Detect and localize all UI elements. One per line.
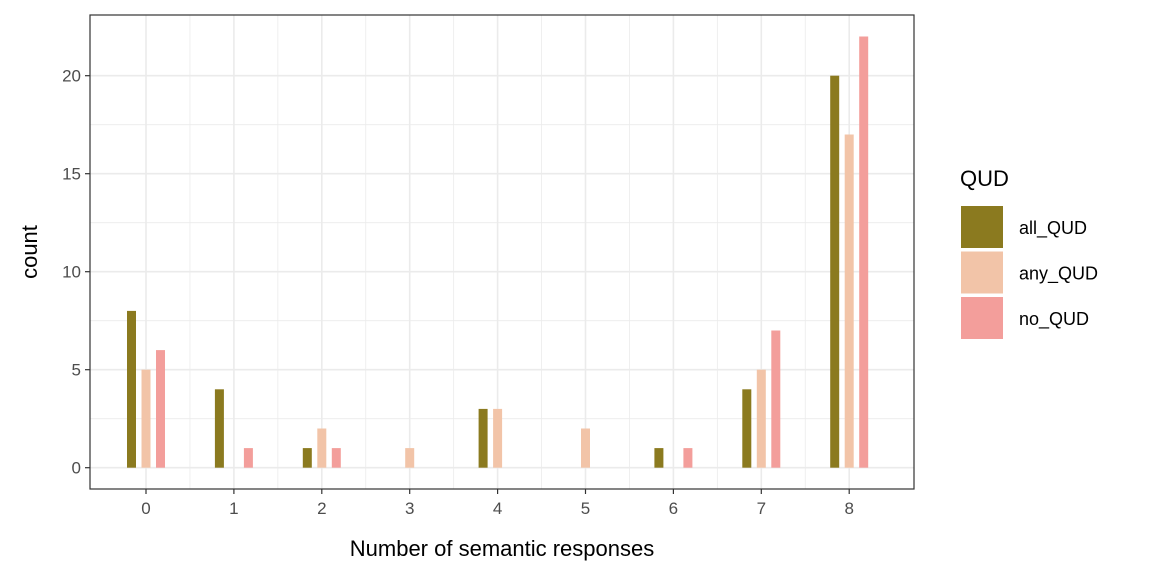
bar-any-qud xyxy=(141,369,151,468)
y-axis-title: count xyxy=(17,225,42,279)
bar-any-qud xyxy=(844,134,854,468)
bar-no-qud xyxy=(156,350,165,468)
bar-no-qud xyxy=(331,448,341,468)
x-tick-label: 2 xyxy=(317,499,326,518)
legend-key xyxy=(961,206,1003,248)
x-tick-label: 0 xyxy=(141,499,150,518)
y-tick-label: 20 xyxy=(62,67,81,86)
x-axis: 0 1 2 3 4 5 6 7 8 xyxy=(141,489,854,518)
y-tick-label: 5 xyxy=(72,361,81,380)
x-tick-label: 5 xyxy=(581,499,590,518)
bar-no-qud xyxy=(683,448,693,468)
bar-all-qud xyxy=(742,389,752,468)
legend-label: all_QUD xyxy=(1019,218,1087,239)
bar-no-qud xyxy=(859,36,869,468)
x-tick-label: 3 xyxy=(405,499,414,518)
bar-all-qud xyxy=(478,408,488,468)
legend: QUD all_QUD any_QUD no_QUD xyxy=(960,166,1098,339)
y-tick-label: 10 xyxy=(62,263,81,282)
bar-any-qud xyxy=(405,448,415,468)
bar-all-qud xyxy=(830,75,840,468)
bar-any-qud xyxy=(317,428,327,468)
legend-title: QUD xyxy=(960,166,1009,191)
legend-label: any_QUD xyxy=(1019,264,1098,285)
bar-all-qud xyxy=(654,448,664,468)
bar-no-qud xyxy=(243,448,253,468)
panel-border xyxy=(89,14,915,490)
x-tick-label: 7 xyxy=(757,499,766,518)
legend-label: no_QUD xyxy=(1019,309,1089,330)
x-tick-label: 8 xyxy=(844,499,853,518)
bars xyxy=(127,36,869,468)
bar-all-qud xyxy=(214,389,224,468)
bar-all-qud xyxy=(302,448,312,468)
x-tick-label: 4 xyxy=(493,499,502,518)
bar-any-qud xyxy=(581,428,590,468)
bar-all-qud xyxy=(127,310,136,468)
y-tick-label: 15 xyxy=(62,165,81,184)
x-axis-title: Number of semantic responses xyxy=(350,536,654,561)
bar-any-qud xyxy=(493,408,503,468)
legend-key xyxy=(961,297,1003,339)
x-tick-label: 6 xyxy=(669,499,678,518)
y-axis: 0 5 10 15 20 xyxy=(62,67,90,478)
bar-any-qud xyxy=(756,369,766,468)
x-tick-label: 1 xyxy=(229,499,238,518)
y-tick-label: 0 xyxy=(72,459,81,478)
legend-key xyxy=(961,251,1003,294)
minor-gridlines xyxy=(90,15,914,489)
bar-no-qud xyxy=(771,330,781,468)
